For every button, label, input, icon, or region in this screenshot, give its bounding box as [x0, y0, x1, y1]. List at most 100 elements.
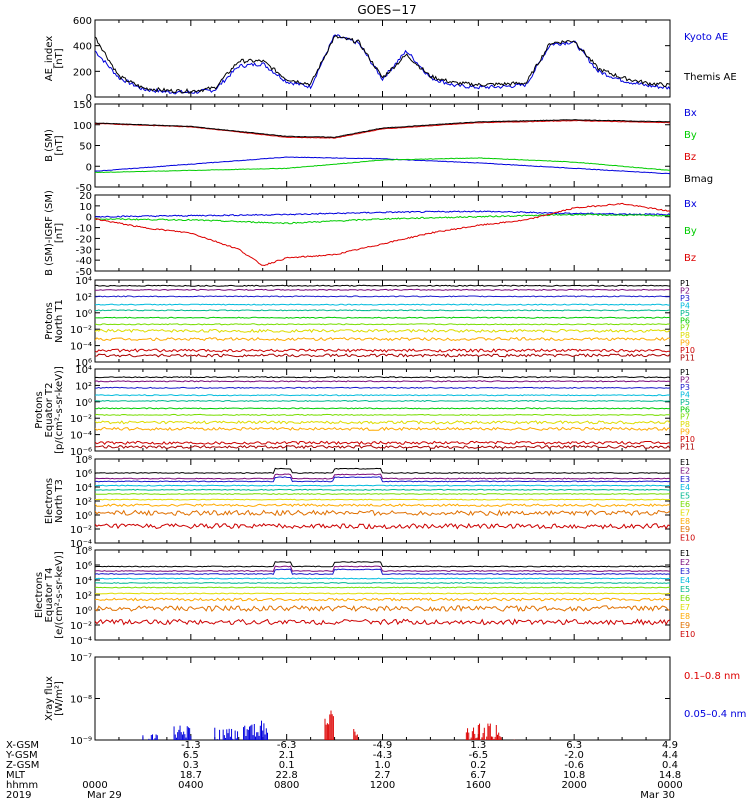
y-tick-label: 10² — [75, 292, 92, 303]
series-line-e8 — [95, 597, 670, 602]
footer-cell: 6.5 — [183, 750, 199, 761]
series-line-p3 — [95, 386, 670, 389]
y-tick-label: 10⁶ — [75, 561, 92, 572]
footer-cell: -4.3 — [373, 750, 393, 761]
series-line-e7 — [95, 498, 670, 501]
footer-cell: 10.8 — [563, 770, 585, 781]
series-line-e5 — [95, 488, 670, 491]
legend-e7: E7 — [680, 603, 690, 612]
plot-area — [95, 284, 670, 358]
y-tick-label: 10⁻² — [70, 525, 92, 536]
series-line-bmag — [95, 119, 670, 138]
footer-cell: 0400 — [178, 780, 203, 791]
plot-area — [95, 376, 670, 450]
legend-bx: Bx — [684, 199, 697, 210]
series-line-e9 — [95, 509, 670, 517]
legend-themis-ae: Themis AE — [683, 72, 737, 83]
footer-cell: 0.4 — [662, 760, 678, 771]
panel-frame — [94, 549, 671, 641]
y-tick-label: 50 — [79, 142, 92, 153]
legend-e6: E6 — [680, 594, 690, 603]
legend-p7: P7 — [680, 324, 690, 333]
footer-cell: 14.8 — [659, 770, 681, 781]
series-line-p1 — [95, 376, 670, 379]
legend-e9: E9 — [680, 525, 690, 534]
series-line-e3 — [95, 476, 670, 483]
y-axis-label: [p/(cm²-s-sr-keV)] — [54, 366, 65, 454]
legend-p6: P6 — [680, 316, 690, 325]
legend-e5: E5 — [680, 492, 690, 501]
footer-cell: 0000 — [657, 780, 682, 791]
footer-cell: 0.2 — [470, 760, 486, 771]
series-line-e5 — [95, 582, 670, 584]
y-tick-label: -50 — [76, 183, 92, 194]
chart-panel-8: 10⁻⁹ 10⁻⁸ 10⁻⁷ Xray flux [W/m²] 0.1–0.8 nm 0.0… — [44, 653, 746, 747]
legend-e3: E3 — [680, 475, 690, 484]
series-line-bz — [95, 202, 670, 267]
footer-row-label: 2019 — [6, 790, 31, 800]
y-tick-label: 0 — [86, 213, 92, 224]
legend-p2: P2 — [680, 286, 690, 295]
y-tick-label: 10⁰ — [75, 398, 92, 409]
footer-row-label: X-GSM — [6, 740, 39, 751]
y-axis-label: B (SM) — [44, 129, 55, 162]
plot-area — [95, 119, 670, 175]
series-line-p9 — [95, 426, 670, 432]
footer-cell: 18.7 — [180, 770, 202, 781]
plot-area — [95, 202, 670, 267]
footer-row-label: hhmm — [6, 780, 38, 791]
footer-cell: 6.3 — [566, 740, 582, 751]
legend-by: By — [684, 226, 697, 237]
legend-p8: P8 — [680, 420, 690, 429]
y-tick-label: 10⁴ — [75, 483, 92, 494]
legend-p11: P11 — [680, 443, 695, 452]
y-axis-label: North T1 — [54, 299, 65, 343]
footer-row-label: Y-GSM — [5, 750, 38, 761]
chart-panel-7: 10⁻⁴ 10⁻² 10⁰ 10² 10⁴ 10⁶ 10⁸ Electrons Equator … — [34, 546, 695, 647]
footer-cell: -6.5 — [469, 750, 489, 761]
plot-area — [95, 561, 670, 626]
series-line-p8 — [95, 328, 670, 333]
y-tick-label: -50 — [76, 267, 92, 278]
series-line-e10 — [95, 522, 670, 530]
y-tick-label: 10⁻⁶ — [70, 447, 92, 458]
y-tick-label: 10² — [75, 381, 92, 392]
legend-e5: E5 — [680, 585, 690, 594]
panel-frame — [94, 656, 671, 741]
legend-p2: P2 — [680, 375, 690, 384]
series-line-e7 — [95, 592, 670, 595]
y-axis-label: Electrons — [44, 478, 55, 524]
y-tick-label: 10⁴ — [75, 576, 92, 587]
y-tick-label: 10⁻² — [70, 621, 92, 632]
series-line-p4 — [95, 303, 670, 306]
footer-cell: 1600 — [466, 780, 491, 791]
legend-bz: Bz — [684, 152, 696, 163]
y-tick-label: 600 — [73, 16, 92, 27]
legend-p1: P1 — [680, 279, 690, 288]
y-tick-label: 100 — [73, 121, 92, 132]
legend-e2: E2 — [680, 466, 690, 475]
y-tick-label: 10⁰ — [75, 606, 92, 617]
y-tick-label: 10⁻⁹ — [70, 736, 92, 747]
y-tick-label: 10⁰ — [75, 511, 92, 522]
footer-cell: 0.1 — [279, 760, 295, 771]
footer-cell: Mar 30 — [640, 790, 675, 800]
y-tick-label: -30 — [76, 245, 92, 256]
footer-cell: -2.0 — [564, 750, 584, 761]
legend-e4: E4 — [680, 483, 690, 492]
y-tick-label: 10² — [75, 497, 92, 508]
series-line-p7 — [95, 323, 670, 326]
series-line-e10 — [95, 618, 670, 626]
y-tick-label: 10² — [75, 591, 92, 602]
legend-e3: E3 — [680, 567, 690, 576]
legend-p5: P5 — [680, 309, 690, 318]
y-tick-label: -10 — [76, 224, 92, 235]
legend-e8: E8 — [680, 517, 690, 526]
footer-cell: -6.3 — [277, 740, 297, 751]
y-tick-label: 10⁻⁴ — [70, 636, 92, 647]
series-line-e6 — [95, 586, 670, 589]
legend-e6: E6 — [680, 500, 690, 509]
y-axis-label: Xray flux — [44, 676, 55, 721]
footer-cell: 1200 — [370, 780, 395, 791]
